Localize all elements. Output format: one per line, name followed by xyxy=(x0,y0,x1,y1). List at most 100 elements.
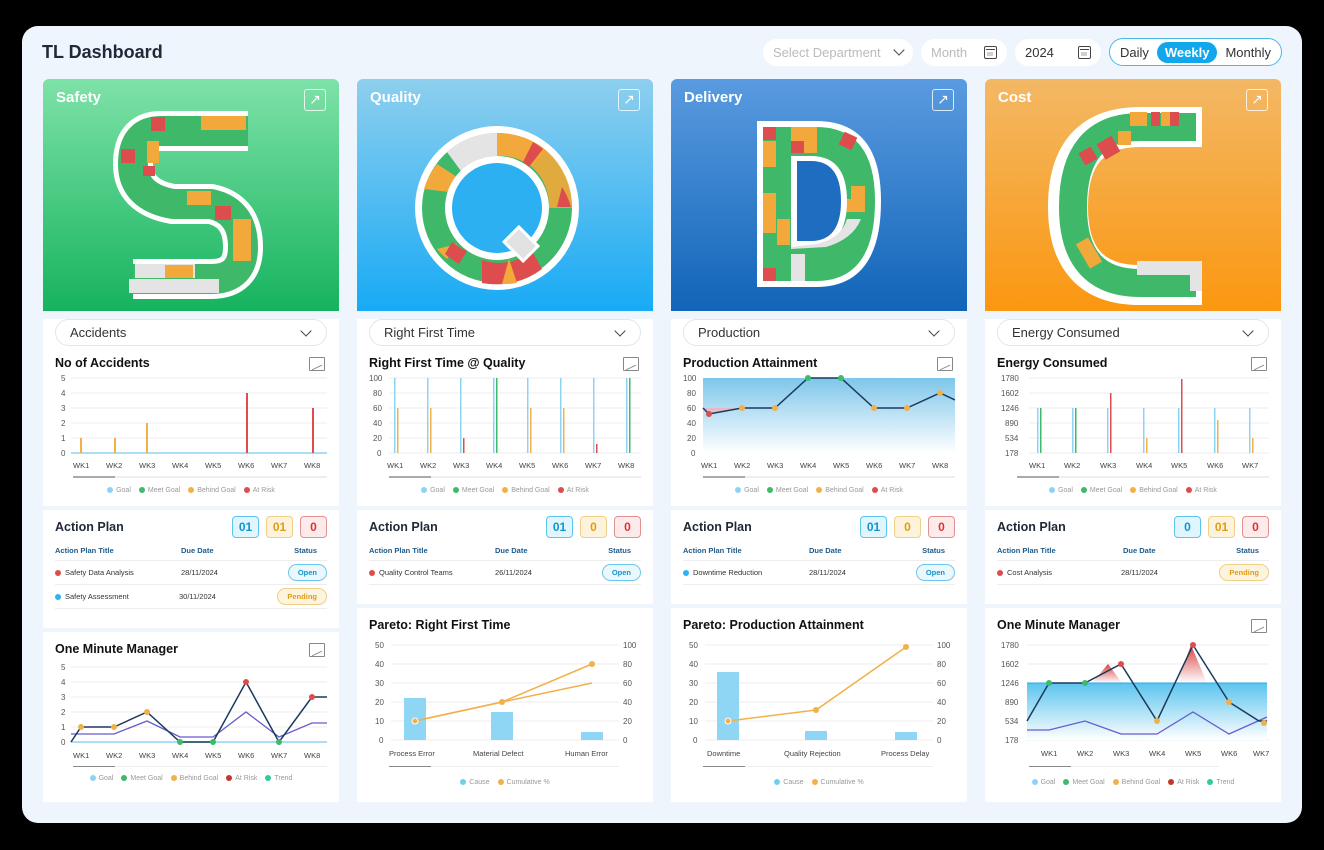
period-daily[interactable]: Daily xyxy=(1119,44,1149,60)
tag-icon xyxy=(369,569,375,576)
tag-icon xyxy=(683,569,689,576)
chart-type-icon[interactable] xyxy=(1251,357,1267,371)
pending-count-badge[interactable]: 0 xyxy=(894,516,921,538)
action-plan-row[interactable]: Downtime Reduction 28/11/2024 Open xyxy=(683,561,955,585)
svg-text:WK2: WK2 xyxy=(106,751,122,760)
svg-text:WK1: WK1 xyxy=(387,461,403,470)
svg-text:WK7: WK7 xyxy=(271,461,287,470)
overdue-count-badge[interactable]: 0 xyxy=(300,516,327,538)
pending-count-badge[interactable]: 01 xyxy=(1208,516,1235,538)
svg-text:Process Delay: Process Delay xyxy=(881,749,930,758)
year-picker[interactable]: 2024 xyxy=(1014,38,1101,66)
svg-text:WK1: WK1 xyxy=(1041,749,1057,758)
svg-text:WK3: WK3 xyxy=(139,461,155,470)
svg-text:Downtime: Downtime xyxy=(707,749,740,758)
svg-text:WK7: WK7 xyxy=(899,461,915,470)
cost-metric-dropdown[interactable]: Energy Consumed xyxy=(997,319,1269,346)
delivery-hero-card[interactable]: Delivery ↗ xyxy=(671,79,967,311)
accidents-chart: No of Accidents 5 4 3 2 1 0 WK1 WK2 WK3 WK4 WK5 WK… xyxy=(43,346,339,494)
open-count-badge[interactable]: 01 xyxy=(232,516,259,538)
quality-column: Quality ↗ Right First Time Right First T… xyxy=(357,79,653,802)
svg-text:890: 890 xyxy=(1005,698,1019,707)
svg-text:WK4: WK4 xyxy=(172,751,188,760)
period-monthly[interactable]: Monthly xyxy=(1225,44,1271,60)
svg-text:WK4: WK4 xyxy=(486,461,502,470)
svg-text:80: 80 xyxy=(623,660,632,669)
svg-text:4: 4 xyxy=(61,678,66,687)
svg-text:WK5: WK5 xyxy=(205,461,221,470)
period-weekly[interactable]: Weekly xyxy=(1156,41,1218,63)
svg-text:2: 2 xyxy=(61,708,66,717)
action-plan-header: Action Plan Title Due Date Status xyxy=(997,546,1269,561)
safety-hero-card[interactable]: Safety ↗ xyxy=(43,79,339,311)
svg-text:60: 60 xyxy=(937,679,946,688)
open-count-badge[interactable]: 0 xyxy=(1174,516,1201,538)
safety-metric-dropdown[interactable]: Accidents xyxy=(55,319,327,346)
svg-text:WK1: WK1 xyxy=(701,461,717,470)
cost-hero-card[interactable]: Cost ↗ xyxy=(985,79,1281,311)
svg-text:WK8: WK8 xyxy=(932,461,948,470)
svg-text:100: 100 xyxy=(683,374,697,383)
month-picker[interactable]: Month xyxy=(920,38,1007,66)
cost-chart-panel: Energy Consumed Energy Consumed 1780 1602… xyxy=(985,319,1281,506)
delivery-metric-dropdown[interactable]: Production xyxy=(683,319,955,346)
action-plan-row[interactable]: Cost Analysis 28/11/2024 Pending xyxy=(997,561,1269,585)
overdue-count-badge[interactable]: 0 xyxy=(1242,516,1269,538)
svg-text:WK5: WK5 xyxy=(205,751,221,760)
open-count-badge[interactable]: 01 xyxy=(860,516,887,538)
status-badge: Open xyxy=(601,564,641,581)
chart-legend: Cause Cumulative % xyxy=(369,779,641,786)
omm-line-chart: 5 4 3 2 1 0 WK1 WK2 WK3 WK4 WK5 WK6 WK7 WK8 xyxy=(61,663,327,767)
action-plan-row[interactable]: Safety Data Analysis 28/11/2024 Open xyxy=(55,561,327,585)
svg-text:Process Error: Process Error xyxy=(389,749,435,758)
svg-text:WK3: WK3 xyxy=(1113,749,1129,758)
pending-count-badge[interactable]: 0 xyxy=(580,516,607,538)
safety-hero-title: Safety xyxy=(56,89,102,106)
svg-text:2: 2 xyxy=(61,419,66,428)
chart-type-icon[interactable] xyxy=(623,357,639,371)
pending-count-badge[interactable]: 01 xyxy=(266,516,293,538)
safety-chart-panel: Accidents No of Accidents 5 4 3 2 1 0 xyxy=(43,319,339,506)
overdue-count-badge[interactable]: 0 xyxy=(614,516,641,538)
svg-text:WK7: WK7 xyxy=(271,751,287,760)
svg-text:WK7: WK7 xyxy=(585,461,601,470)
department-select[interactable]: Select Department xyxy=(762,38,913,66)
chart-type-icon[interactable] xyxy=(309,357,325,371)
chart-title: One Minute Manager xyxy=(55,642,178,656)
svg-text:WK1: WK1 xyxy=(73,461,89,470)
open-count-badge[interactable]: 01 xyxy=(546,516,573,538)
svg-text:WK5: WK5 xyxy=(1185,749,1201,758)
open-external-icon[interactable]: ↗ xyxy=(304,89,326,111)
svg-text:60: 60 xyxy=(373,404,382,413)
overdue-count-badge[interactable]: 0 xyxy=(928,516,955,538)
chart-type-icon[interactable] xyxy=(1251,619,1267,633)
svg-text:100: 100 xyxy=(937,641,951,650)
svg-text:50: 50 xyxy=(375,641,384,650)
action-plan-row[interactable]: Quality Control Teams 26/11/2024 Open xyxy=(369,561,641,585)
open-external-icon[interactable]: ↗ xyxy=(618,89,640,111)
department-placeholder: Select Department xyxy=(772,44,881,60)
open-external-icon[interactable]: ↗ xyxy=(1246,89,1268,111)
svg-text:WK2: WK2 xyxy=(420,461,436,470)
quality-hero-card[interactable]: Quality ↗ xyxy=(357,79,653,311)
svg-text:WK6: WK6 xyxy=(238,751,254,760)
chart-type-icon[interactable] xyxy=(937,357,953,371)
svg-text:40: 40 xyxy=(689,660,698,669)
chevron-down-icon xyxy=(300,324,312,337)
delivery-letter-d-graphic xyxy=(757,121,881,287)
quality-metric-dropdown[interactable]: Right First Time xyxy=(369,319,641,346)
status-badge: Pending xyxy=(1219,564,1269,581)
svg-text:WK4: WK4 xyxy=(1136,461,1152,470)
svg-text:WK7: WK7 xyxy=(1242,461,1258,470)
action-plan-title: Action Plan xyxy=(683,520,752,534)
open-external-icon[interactable]: ↗ xyxy=(932,89,954,111)
svg-text:Human Error: Human Error xyxy=(565,749,608,758)
svg-text:WK3: WK3 xyxy=(1100,461,1116,470)
svg-text:1602: 1602 xyxy=(1001,389,1019,398)
svg-text:0: 0 xyxy=(61,449,66,458)
svg-text:WK6: WK6 xyxy=(238,461,254,470)
svg-text:30: 30 xyxy=(689,679,698,688)
chart-type-icon[interactable] xyxy=(309,643,325,657)
action-plan-row[interactable]: Safety Assessment 30/11/2024 Pending xyxy=(55,585,327,609)
safety-column: Safety ↗ Accidents No of Accidents 5 4 3 2 1… xyxy=(43,79,339,802)
